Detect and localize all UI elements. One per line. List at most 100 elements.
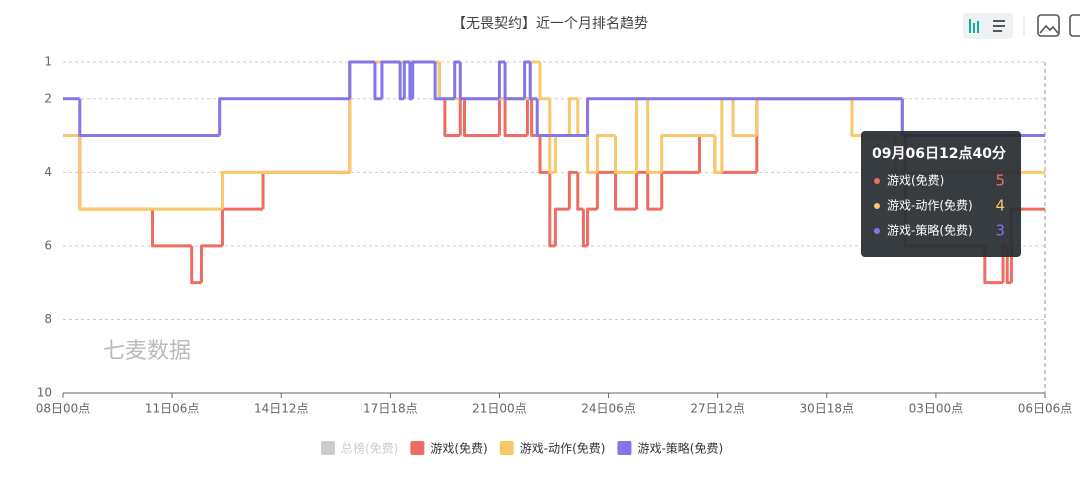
line-segment [373, 62, 382, 101]
line-segment [190, 245, 202, 285]
tooltip-name: 游戏-策略(免费) [887, 223, 973, 238]
line-segment [458, 62, 500, 101]
line-segment [581, 209, 588, 248]
line-segment [614, 172, 637, 211]
chart-title: 【无畏契约】近一个月排名趋势 [452, 16, 648, 32]
line-segment [731, 98, 757, 138]
line-segment [503, 98, 528, 138]
line-segment [443, 98, 461, 138]
image-icon[interactable] [1037, 14, 1060, 37]
legend-swatch [321, 441, 335, 455]
bar-icon[interactable] [969, 19, 979, 33]
tooltip-dot [874, 178, 880, 184]
y-tick-label: 10 [37, 386, 52, 400]
tooltip-name: 游戏-动作(免费) [887, 198, 973, 213]
x-tick-label: 08日00点 [36, 402, 91, 416]
legend-swatch [617, 441, 632, 455]
line-segment [78, 98, 220, 138]
line-segment [646, 172, 662, 211]
line-segment [553, 207, 570, 246]
line-segment [595, 134, 616, 173]
image-icon-detail [1039, 24, 1059, 34]
x-tick-label: 14日12点 [254, 402, 309, 416]
line-segment [567, 170, 578, 210]
x-tick-label: 24日06点 [581, 402, 636, 416]
x-tick-label: 03日00点 [909, 402, 964, 416]
legend-label: 总榜(免费) [341, 441, 398, 456]
line-segment [433, 62, 455, 101]
line-segment [408, 62, 413, 101]
line-segment [720, 97, 734, 173]
line-segment [151, 209, 192, 248]
y-tick-label: 4 [44, 165, 52, 179]
tooltip-dot [874, 228, 880, 234]
line-segment [402, 60, 410, 99]
line-segment [220, 207, 264, 246]
tooltip-value: 4 [995, 197, 1005, 215]
line-segment [78, 135, 223, 211]
line-segment [535, 98, 588, 138]
x-tick-label: 06日06点 [1018, 402, 1073, 416]
line-segment [660, 134, 715, 173]
tooltip-value: 5 [995, 172, 1005, 190]
legend-label: 游戏(免费) [430, 441, 487, 456]
line-segment [453, 60, 461, 99]
legend-item[interactable]: 总榜(免费) [321, 441, 398, 456]
line-segment [528, 62, 538, 101]
line-segment [586, 97, 903, 136]
line-segment [553, 134, 570, 173]
line-segment [755, 97, 852, 136]
line-segment [538, 135, 550, 174]
line-segment [503, 62, 525, 101]
legend-item[interactable]: 游戏-动作(免费) [499, 441, 606, 456]
y-tick-label: 8 [44, 312, 52, 326]
x-tick-label: 17日18点 [363, 402, 418, 416]
line-segment [567, 97, 578, 136]
line-segment [523, 60, 531, 99]
y-tick-label: 2 [44, 91, 52, 105]
tooltip-name: 游戏(免费) [887, 173, 944, 188]
x-tick-label: 30日18点 [800, 402, 855, 416]
line-segment [586, 135, 598, 174]
legend-swatch [499, 441, 514, 455]
line-segment [713, 135, 722, 174]
tooltip-title: 09月06日12点40分 [872, 145, 1006, 162]
line-segment [199, 244, 223, 283]
tooltip-dot [874, 203, 880, 209]
legend-label: 游戏-策略(免费) [637, 441, 723, 456]
line-segment [576, 172, 584, 211]
line-segment [348, 60, 440, 173]
toolbar[interactable] [963, 13, 1080, 39]
line-segment [983, 245, 1004, 285]
legend-swatch [410, 441, 425, 455]
watermark: 七麦数据 [103, 339, 191, 364]
line-segment [348, 60, 375, 99]
line-segment [586, 207, 598, 246]
tooltip-box [861, 131, 1021, 257]
legend-item[interactable]: 游戏(免费) [410, 441, 488, 456]
line-segment [646, 98, 662, 174]
line-segment [548, 172, 556, 248]
line-segment [660, 170, 700, 210]
legend: 总榜(免费) 游戏(免费) 游戏-动作(免费) 游戏-策略(免费) [321, 441, 723, 456]
x-tick-label: 21日00点 [472, 402, 527, 416]
line-segment [220, 170, 350, 210]
list-icon[interactable] [993, 20, 1005, 32]
line-segment [614, 135, 637, 174]
tooltip-value: 3 [995, 222, 1005, 240]
line-segment [411, 60, 436, 99]
line-segment [1005, 245, 1012, 285]
line-segment [348, 60, 440, 173]
restore-icon[interactable] [1069, 14, 1080, 37]
line-segment [548, 98, 556, 174]
line-segment [462, 98, 500, 138]
line-segment [497, 60, 506, 99]
legend-label: 游戏-动作(免费) [520, 441, 606, 456]
line-segment [697, 134, 715, 173]
x-tick-label: 27日12点 [690, 402, 745, 416]
line-segment [850, 98, 896, 138]
legend-item[interactable]: 游戏-策略(免费) [617, 441, 723, 456]
line-segment [380, 60, 401, 99]
